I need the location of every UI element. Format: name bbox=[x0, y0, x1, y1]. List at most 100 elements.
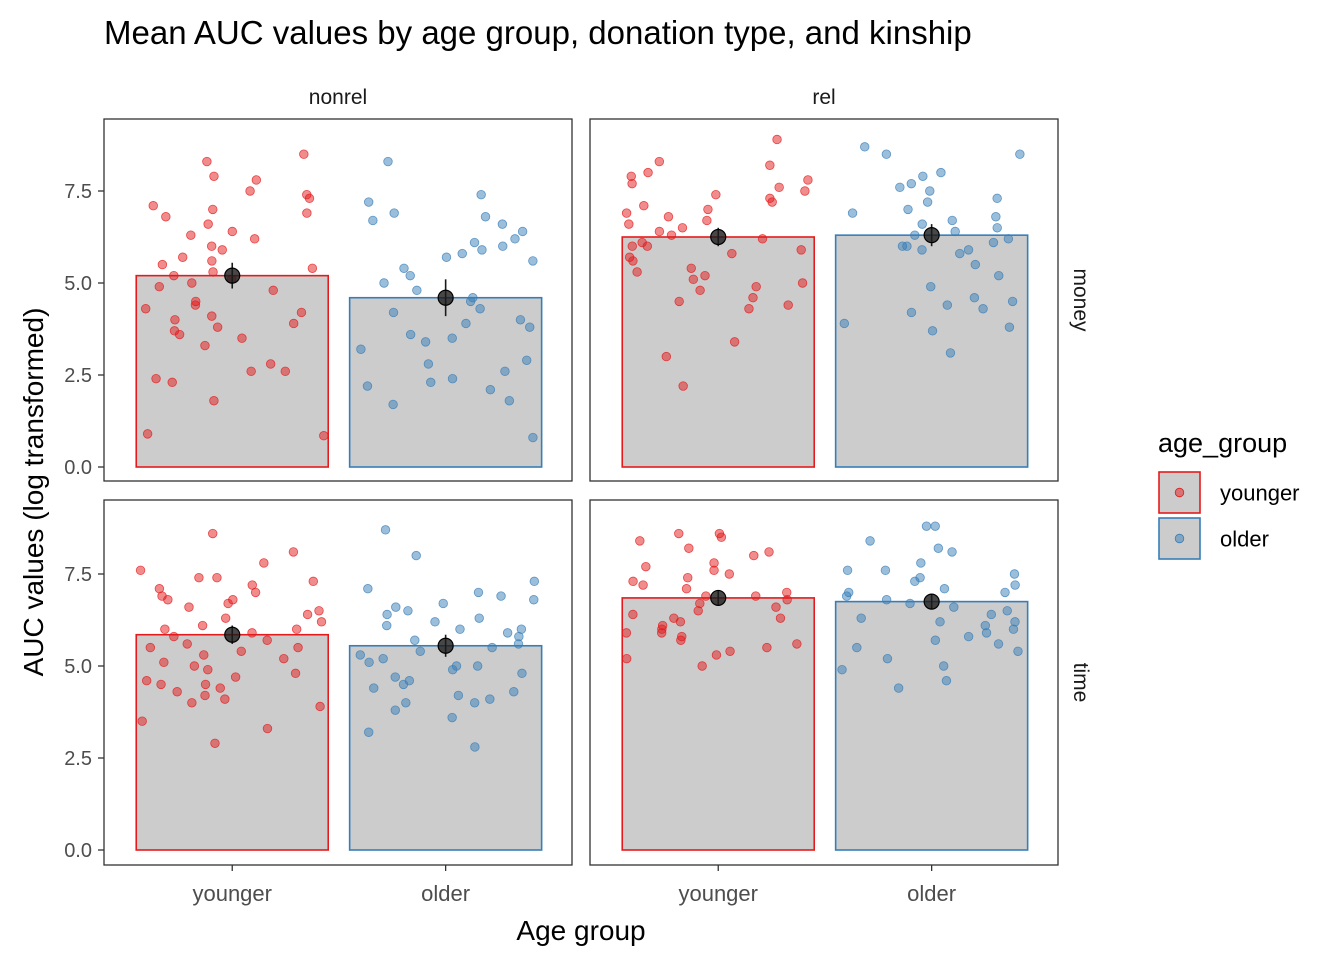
data-point-older bbox=[935, 617, 945, 627]
legend-label-older: older bbox=[1220, 527, 1269, 552]
data-point-older bbox=[903, 204, 913, 215]
data-point-older bbox=[513, 639, 524, 649]
data-point-younger bbox=[212, 572, 222, 583]
data-point-older bbox=[399, 263, 409, 273]
data-point-older bbox=[426, 377, 436, 388]
data-point-younger bbox=[711, 650, 722, 660]
y-tick-label: 2.5 bbox=[64, 748, 92, 770]
data-point-younger bbox=[677, 223, 688, 233]
data-point-younger bbox=[749, 550, 759, 561]
data-point-older bbox=[963, 245, 974, 255]
facet-strip-col: rel bbox=[812, 86, 835, 109]
data-point-younger bbox=[654, 156, 665, 167]
data-point-older bbox=[926, 281, 936, 292]
data-point-younger bbox=[207, 311, 217, 321]
data-point-younger bbox=[622, 653, 632, 664]
data-point-older bbox=[927, 326, 938, 336]
data-point-younger bbox=[635, 536, 645, 546]
bar-younger bbox=[621, 236, 816, 468]
data-point-older bbox=[865, 536, 875, 546]
data-point-older bbox=[930, 635, 941, 645]
data-point-younger bbox=[262, 723, 273, 734]
data-point-younger bbox=[308, 576, 318, 587]
data-point-younger bbox=[700, 270, 710, 281]
data-point-older bbox=[472, 661, 483, 671]
data-point-younger bbox=[228, 595, 238, 605]
data-point-older bbox=[364, 657, 374, 668]
data-point-younger bbox=[259, 558, 269, 568]
data-point-younger bbox=[684, 543, 694, 553]
data-point-older bbox=[382, 609, 392, 620]
data-point-older bbox=[517, 668, 527, 679]
data-point-younger bbox=[632, 267, 642, 277]
data-point-younger bbox=[703, 204, 713, 215]
data-point-older bbox=[945, 348, 956, 358]
mean-point-older bbox=[437, 637, 454, 654]
data-point-older bbox=[988, 237, 999, 248]
data-point-younger bbox=[194, 572, 204, 583]
data-point-younger bbox=[751, 591, 761, 601]
data-point-younger bbox=[289, 318, 299, 329]
data-point-older bbox=[991, 212, 1001, 222]
data-point-older bbox=[420, 337, 431, 347]
data-point-younger bbox=[674, 528, 684, 539]
data-point-older bbox=[882, 653, 893, 664]
data-point-older bbox=[423, 359, 434, 369]
data-point-younger bbox=[280, 366, 291, 377]
data-point-older bbox=[453, 690, 464, 701]
data-point-older bbox=[910, 576, 920, 587]
data-point-younger bbox=[141, 676, 152, 686]
data-point-older bbox=[517, 226, 528, 237]
data-point-older bbox=[1002, 606, 1012, 616]
data-point-older bbox=[515, 315, 526, 325]
data-point-older bbox=[411, 550, 421, 561]
facet-strip-row: time bbox=[1069, 663, 1092, 703]
y-tick-label: 5.0 bbox=[64, 656, 92, 678]
data-point-younger bbox=[215, 683, 225, 693]
bar-older bbox=[834, 234, 1029, 468]
x-tick-label: older bbox=[421, 881, 470, 906]
data-point-younger bbox=[711, 189, 721, 200]
data-point-younger bbox=[792, 639, 802, 649]
data-point-older bbox=[469, 237, 480, 248]
data-point-older bbox=[473, 587, 484, 598]
data-point-younger bbox=[764, 547, 774, 557]
data-point-older bbox=[509, 687, 519, 697]
data-point-older bbox=[410, 635, 420, 645]
data-point-older bbox=[916, 558, 926, 568]
data-point-younger bbox=[643, 167, 653, 178]
data-point-older bbox=[405, 329, 416, 340]
mean-point-younger bbox=[224, 267, 241, 284]
panel-rel-time: younger older time bbox=[589, 499, 1092, 906]
data-point-older bbox=[1007, 296, 1018, 307]
x-tick-label: younger bbox=[678, 881, 758, 906]
data-point-older bbox=[942, 300, 953, 310]
data-point-younger bbox=[716, 532, 727, 542]
data-point-older bbox=[922, 197, 933, 207]
data-point-younger bbox=[167, 377, 177, 388]
data-point-younger bbox=[774, 182, 784, 193]
data-point-younger bbox=[227, 226, 237, 237]
data-point-younger bbox=[135, 565, 146, 576]
data-point-younger bbox=[169, 270, 179, 281]
data-point-older bbox=[949, 602, 959, 612]
data-point-younger bbox=[688, 274, 699, 285]
data-point-younger bbox=[178, 252, 188, 262]
data-point-younger bbox=[683, 572, 693, 583]
data-point-older bbox=[390, 705, 400, 715]
data-point-younger bbox=[624, 219, 634, 229]
data-point-older bbox=[941, 676, 952, 686]
data-point-younger bbox=[302, 208, 312, 218]
data-point-older bbox=[881, 149, 892, 159]
data-point-younger bbox=[151, 373, 161, 384]
data-point-older bbox=[383, 156, 393, 167]
data-point-older bbox=[380, 525, 391, 535]
data-point-younger bbox=[686, 263, 696, 273]
data-point-younger bbox=[621, 628, 632, 638]
data-point-younger bbox=[169, 631, 179, 642]
data-point-older bbox=[992, 193, 1002, 204]
data-point-younger bbox=[189, 661, 200, 671]
data-point-older bbox=[510, 234, 520, 244]
data-point-younger bbox=[639, 201, 649, 211]
data-point-older bbox=[906, 307, 917, 318]
